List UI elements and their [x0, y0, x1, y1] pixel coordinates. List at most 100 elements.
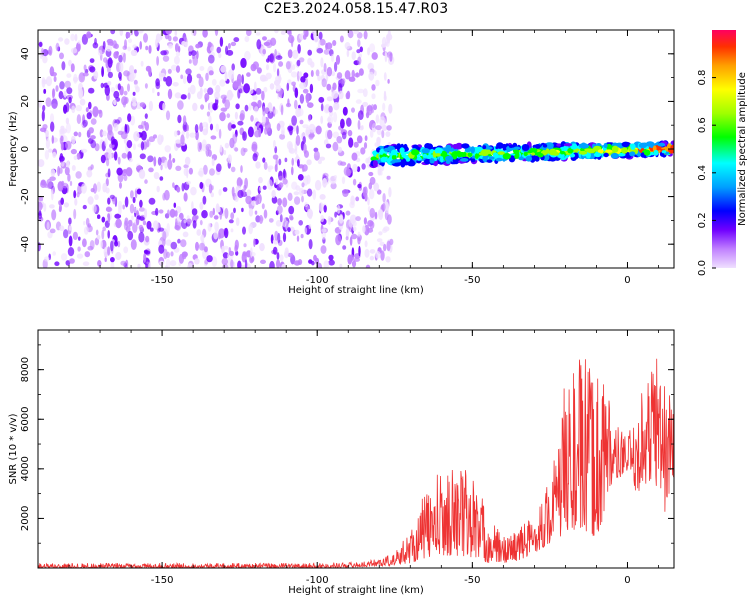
spectrogram-cell	[198, 242, 206, 251]
spectrogram-cell	[296, 125, 299, 135]
spectrogram-cell	[129, 203, 135, 214]
spectrogram-cell	[643, 149, 651, 156]
spectrogram-cell	[93, 70, 99, 80]
spectrogram-cell	[227, 122, 233, 131]
spectrogram-cell	[241, 207, 244, 213]
spectrogram-cell	[167, 209, 170, 217]
spectrogram-cell	[144, 122, 149, 131]
spectrogram-cell	[83, 221, 86, 226]
spectrogram-cell	[133, 143, 136, 151]
spectrogram-cell	[355, 99, 362, 104]
spectrogram-cell	[128, 38, 133, 43]
spectrogram-cell	[165, 239, 172, 246]
spectrogram-cell	[518, 156, 525, 161]
spectrogram-cell	[139, 102, 146, 108]
spectrogram-cell	[157, 156, 162, 166]
spectrogram-cell	[525, 155, 533, 162]
spectrogram-cell	[250, 115, 254, 122]
spectrogram-cell	[389, 52, 393, 62]
spectrogram-cell	[300, 233, 304, 239]
spectrogram-cell	[118, 54, 123, 63]
spectrogram-cell	[60, 141, 64, 151]
spectrogram-cell	[101, 229, 105, 240]
spectrogram-cell	[201, 210, 208, 219]
spectrogram-cell	[328, 259, 335, 266]
spectrogram-cell	[199, 201, 204, 210]
spectrogram-cell	[291, 166, 294, 176]
spectrogram-cell	[606, 143, 612, 151]
spectrogram-cell	[63, 202, 69, 208]
spectrogram-cell	[294, 196, 301, 205]
snr-y-ticks: 2000 4000 6000 8000	[20, 344, 674, 569]
spectrogram-cell	[255, 161, 261, 169]
spectrogram-cell	[97, 260, 102, 267]
spectrogram-cell	[279, 254, 284, 262]
spectrogram-cell	[278, 182, 284, 188]
spectrogram-cell	[158, 244, 165, 254]
spectrogram-y-ticks: -40 -20 0 20 40	[20, 29, 674, 269]
spectrogram-cell	[534, 144, 541, 149]
spectrogram-cell	[49, 228, 56, 234]
spectrogram-cell	[605, 149, 613, 153]
spectrogram-cell	[348, 76, 356, 82]
spectrogram-cell	[62, 182, 69, 189]
spectrogram-cell	[445, 144, 452, 150]
spectrogram-cell	[369, 249, 376, 254]
spectrogram-cell	[230, 41, 237, 47]
spectrogram-cell	[206, 111, 211, 117]
spectrogram-cell	[429, 158, 435, 164]
spectrogram-cell	[399, 147, 405, 154]
spectrogram-cell	[246, 72, 251, 77]
spectrogram-cell	[58, 91, 64, 100]
spectrogram-cell	[38, 159, 45, 168]
spectrogram-cell	[349, 201, 355, 209]
spectrogram-y-label: Frequency (Hz)	[8, 111, 19, 187]
spectrogram-cell	[280, 104, 284, 116]
spectrogram-cell	[301, 195, 304, 203]
spectrogram-cell	[355, 216, 361, 222]
spectrogram-cell	[296, 235, 300, 242]
spectrogram-cell	[300, 76, 306, 83]
spectrogram-cell	[621, 141, 630, 148]
spectrogram-cell	[110, 136, 115, 146]
spectrogram-cell	[320, 103, 324, 112]
spectrogram-cell	[51, 135, 54, 144]
spectrogram-cell	[220, 65, 227, 73]
spectrogram-cell	[43, 88, 47, 94]
spectrogram-cell	[585, 151, 591, 159]
spectrogram-cell	[331, 90, 339, 99]
spectrogram-cell	[369, 43, 376, 53]
spectrogram-cell	[144, 83, 148, 89]
spectrogram-cell	[318, 96, 325, 103]
spectrogram-cell	[152, 88, 155, 94]
spectrogram-cell	[220, 107, 228, 112]
spectrogram-cell	[180, 239, 187, 248]
spectrogram-cell	[288, 143, 294, 153]
spectrogram-cell	[313, 150, 320, 161]
spectrogram-cell	[354, 72, 361, 78]
spectrogram-cell	[58, 206, 62, 213]
spectrogram-cell	[103, 57, 108, 63]
spectrogram-cell	[375, 79, 380, 87]
spectrogram-cell	[357, 56, 362, 66]
spectrogram-cell	[115, 251, 122, 261]
spectrogram-cell	[158, 209, 164, 214]
spectrogram-cell	[569, 153, 576, 158]
spectrogram-cell	[371, 84, 376, 91]
spectrogram-cell	[362, 225, 366, 234]
spectrogram-cell	[76, 253, 84, 259]
spectrogram-cell	[272, 154, 279, 160]
spectrogram-cell	[92, 183, 98, 194]
figure-title: C2E3.2024.058.15.47.R03	[263, 1, 449, 17]
spectrogram-cell	[237, 120, 244, 126]
spectrogram-cell	[305, 126, 311, 137]
spectrogram-cell	[180, 134, 185, 145]
spectrogram-cell	[100, 82, 104, 89]
spectrogram-cell	[113, 90, 120, 99]
spectrogram-cell	[86, 112, 92, 120]
spectrogram-cell	[376, 238, 383, 243]
spectrogram-cell	[89, 240, 95, 250]
spectrogram-cell	[153, 220, 159, 230]
spectrogram-cell	[356, 166, 361, 173]
spectrogram-cell	[107, 152, 113, 160]
